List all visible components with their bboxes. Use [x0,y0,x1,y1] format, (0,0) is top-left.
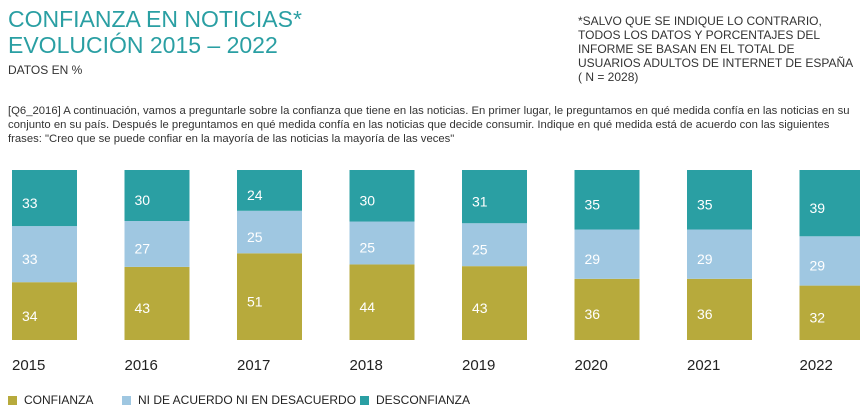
legend-label: CONFIANZA [24,393,93,407]
data-label: 35 [585,196,601,212]
bar-segment [687,170,752,230]
bar-segment [12,170,77,227]
legend-swatch [360,396,369,405]
data-label: 51 [247,293,263,309]
bar-segment [124,221,190,267]
bar-segment [799,170,860,237]
bar-segment [12,226,77,283]
data-label: 39 [810,200,826,216]
bar-segment [687,278,752,340]
data-label: 35 [697,196,713,212]
data-label: 43 [472,300,488,316]
footnote: *SALVO QUE SE INDIQUE LO CONTRARIO, TODO… [578,14,853,84]
bar-segment [462,170,527,224]
legend-label: NI DE ACUERDO NI EN DESACUERDO [138,393,356,407]
question: [Q6_2016] A continuación, vamos a pregun… [8,105,850,145]
x-tick-label: 2015 [12,357,45,374]
data-label: 30 [360,192,376,208]
bar-segment [574,278,640,340]
data-label: 33 [22,195,38,211]
bar-segment [237,210,302,254]
data-label: 29 [585,251,601,267]
chart-title: CONFIANZA EN NOTICIAS* [8,6,302,32]
data-label: 30 [135,192,151,208]
unit-note: DATOS EN % [8,63,83,77]
data-label: 25 [247,229,263,245]
legend-label: DESCONFIANZA [376,393,470,407]
legend-swatch [122,396,131,405]
bar-segment [12,282,77,340]
bar-segment [237,253,302,340]
data-label: 25 [360,240,376,256]
bar-segment [124,170,190,221]
x-tick-label: 2022 [800,357,833,374]
bar-segment [687,229,752,279]
data-label: 43 [135,300,151,316]
data-label: 27 [135,241,151,257]
legend-swatch [8,396,17,405]
data-label: 32 [810,310,826,326]
bar-segment [574,229,640,279]
data-label: 31 [472,193,488,209]
bar-segment [349,264,415,340]
bar-segment [349,170,415,222]
data-label: 29 [697,251,713,267]
data-label: 44 [360,299,376,315]
bar-segment [237,170,302,211]
bar-segment [349,221,415,265]
bar-segment [799,285,860,340]
bar-segment [462,223,527,267]
bar-segment [462,266,527,340]
x-tick-label: 2018 [350,357,383,374]
data-label: 36 [585,306,601,322]
x-tick-label: 2021 [687,357,720,374]
data-label: 24 [247,187,263,203]
x-tick-label: 2016 [125,357,158,374]
data-label: 34 [22,308,38,324]
x-tick-label: 2020 [575,357,608,374]
bar-segment [574,170,640,230]
chart-subtitle: EVOLUCIÓN 2015 – 2022 [8,32,278,58]
data-label: 25 [472,241,488,257]
bar-segment [124,266,190,340]
bar-segment [799,236,860,286]
x-tick-label: 2017 [237,357,270,374]
data-label: 36 [697,306,713,322]
x-tick-label: 2019 [462,357,495,374]
data-label: 29 [810,258,826,274]
data-label: 33 [22,251,38,267]
